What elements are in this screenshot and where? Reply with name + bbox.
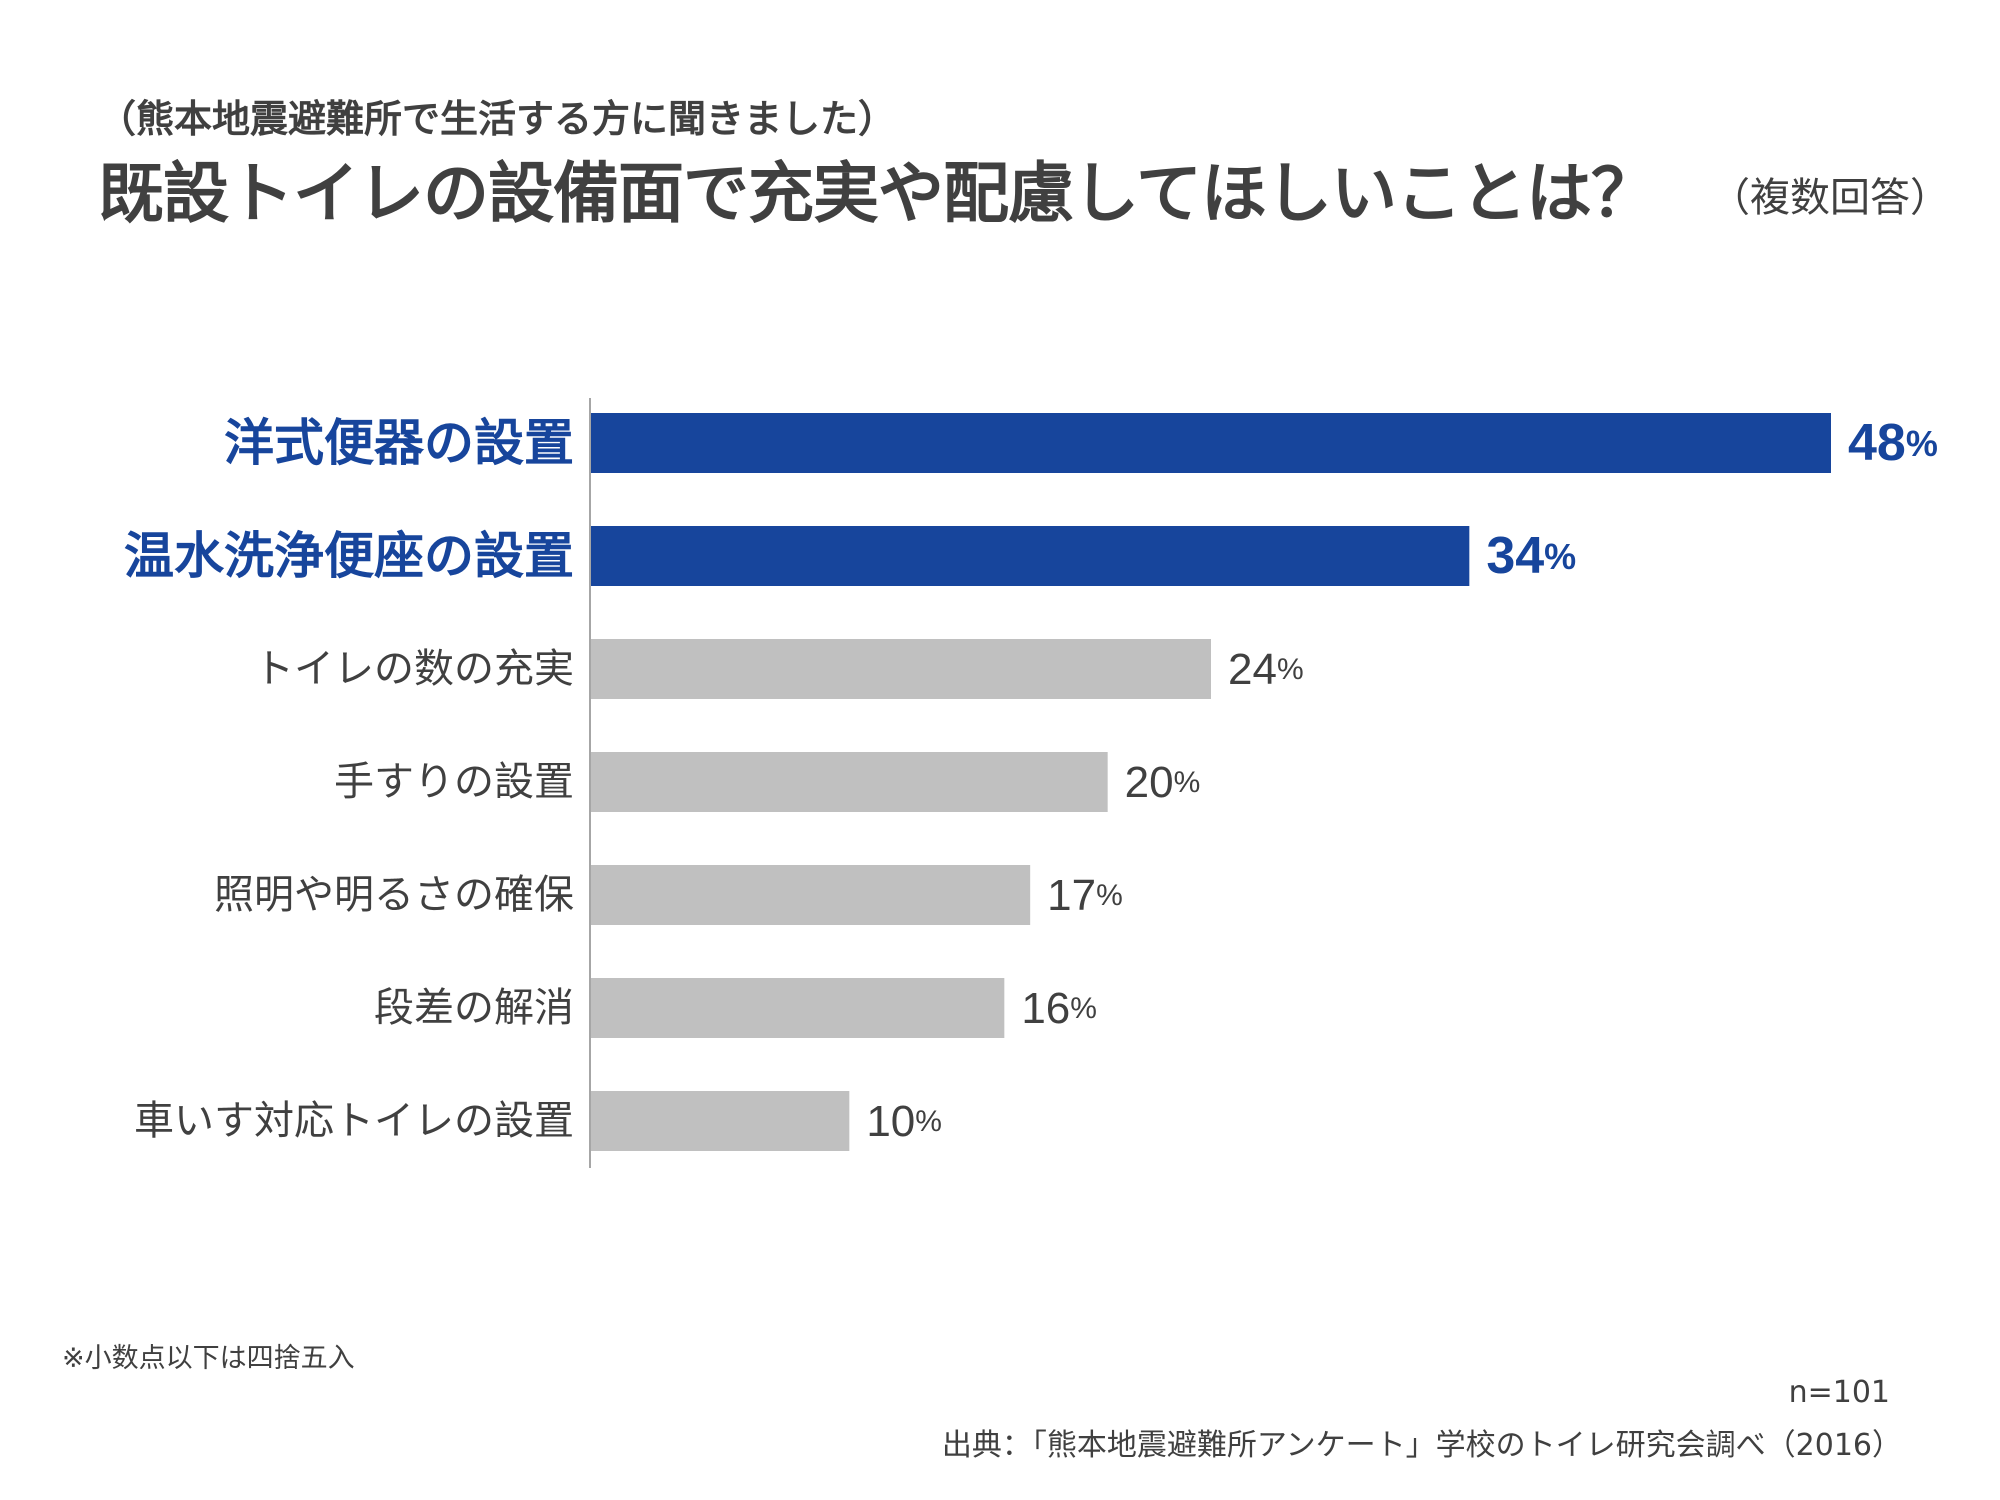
category-label-5: 照明や明るさの確保: [214, 872, 574, 918]
value-suffix-2: %: [1544, 536, 1576, 577]
category-label-3: トイレの数の充実: [254, 646, 574, 692]
bar-5: [591, 865, 1031, 925]
value-suffix-5: %: [1096, 879, 1123, 912]
category-label-2: 温水洗浄便座の設置: [124, 527, 574, 585]
category-label-4: 手すりの設置: [334, 759, 574, 805]
bar-7: [591, 1091, 850, 1151]
chart-subtitle: （熊本地震避難所で生活する方に聞きました）: [98, 97, 897, 141]
bar-6: [591, 978, 1005, 1038]
category-label-7: 車いす対応トイレの設置: [134, 1098, 574, 1144]
value-suffix-6: %: [1070, 992, 1097, 1025]
value-label-5: 17%: [1047, 871, 1123, 920]
value-number-5: 17: [1047, 871, 1096, 920]
source-citation: 出典：「熊本地震避難所アンケート」学校のトイレ研究会調べ（2016）: [941, 1428, 1902, 1463]
bar-2: [591, 526, 1470, 586]
value-label-7: 10%: [866, 1097, 942, 1146]
rounding-footnote: ※小数点以下は四捨五入: [62, 1343, 355, 1374]
bar-1: [591, 413, 1831, 473]
value-suffix-1: %: [1906, 423, 1938, 464]
bar-4: [591, 752, 1108, 812]
sample-size-label: n=101: [1788, 1375, 1890, 1410]
value-number-1: 48: [1848, 414, 1906, 472]
value-number-4: 20: [1125, 758, 1174, 807]
value-suffix-4: %: [1174, 766, 1201, 799]
value-number-6: 16: [1021, 984, 1070, 1033]
chart-title-note: （複数回答）: [1710, 175, 1950, 221]
chart-title: 既設トイレの設備面で充実や配慮してほしいことは？: [98, 155, 1657, 232]
category-label-6: 段差の解消: [374, 985, 574, 1031]
value-number-3: 24: [1228, 645, 1277, 694]
category-label-1: 洋式便器の設置: [224, 414, 574, 472]
bar-3: [591, 639, 1211, 699]
value-suffix-7: %: [915, 1105, 942, 1138]
value-label-3: 24%: [1228, 645, 1304, 694]
value-suffix-3: %: [1277, 653, 1304, 686]
value-label-4: 20%: [1125, 758, 1201, 807]
value-number-2: 34: [1486, 527, 1544, 585]
value-label-1: 48%: [1848, 414, 1938, 472]
value-label-6: 16%: [1021, 984, 1097, 1033]
value-label-2: 34%: [1486, 527, 1576, 585]
value-number-7: 10: [866, 1097, 915, 1146]
